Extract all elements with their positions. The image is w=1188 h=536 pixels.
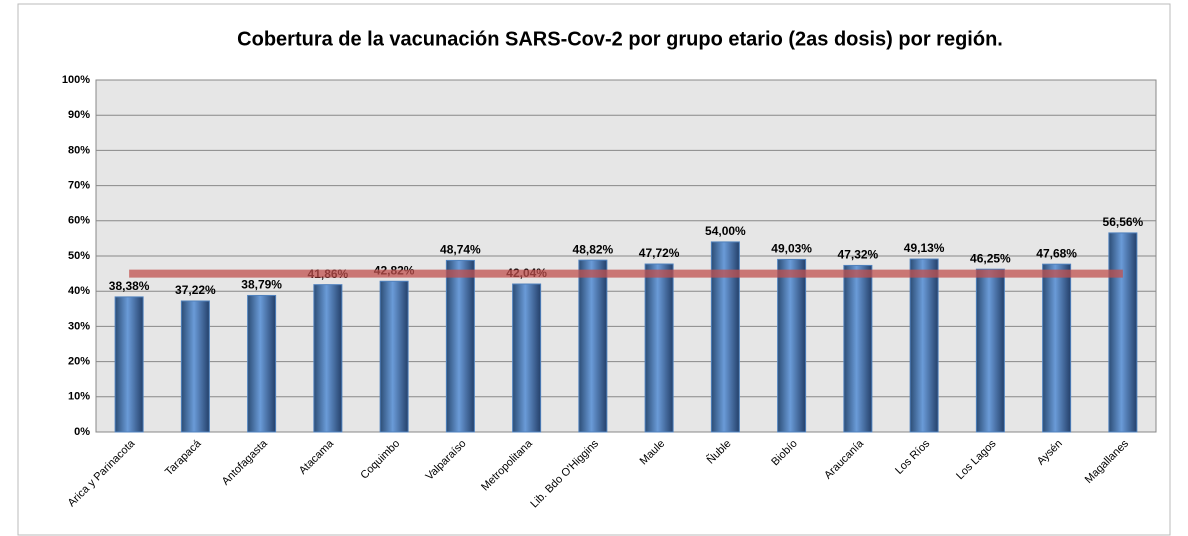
bar <box>777 258 807 433</box>
y-tick-label: 90% <box>68 109 90 121</box>
y-tick-label: 30% <box>68 320 90 332</box>
value-label: 47,68% <box>1036 246 1077 260</box>
y-tick-label: 80% <box>68 144 90 156</box>
bar <box>247 294 277 433</box>
bar <box>114 296 144 433</box>
bar <box>1108 232 1138 433</box>
chart-title: Cobertura de la vacunación SARS-Cov-2 po… <box>237 28 1003 50</box>
bar <box>578 259 608 433</box>
bar <box>445 259 475 433</box>
value-label: 56,56% <box>1103 215 1144 229</box>
y-tick-label: 70% <box>68 180 90 192</box>
value-label: 38,79% <box>241 278 282 292</box>
value-label: 46,25% <box>970 251 1011 265</box>
bar <box>909 258 939 433</box>
value-label: 49,13% <box>904 241 945 255</box>
bar <box>644 263 674 433</box>
bar <box>843 264 873 433</box>
value-label: 38,38% <box>109 279 150 293</box>
bar <box>180 300 210 433</box>
bar <box>975 268 1005 433</box>
y-tick-label: 50% <box>68 250 90 262</box>
y-tick-label: 100% <box>62 74 90 86</box>
y-tick-label: 10% <box>68 391 90 403</box>
bar <box>512 283 542 433</box>
value-label: 47,32% <box>838 248 879 262</box>
value-label: 48,74% <box>440 243 481 257</box>
y-tick-label: 40% <box>68 285 90 297</box>
y-tick-label: 60% <box>68 215 90 227</box>
y-tick-label: 0% <box>74 426 90 438</box>
bar <box>1042 263 1072 433</box>
value-label: 54,00% <box>705 224 746 238</box>
value-label: 49,03% <box>771 242 812 256</box>
value-label: 37,22% <box>175 283 216 297</box>
bar <box>379 280 409 433</box>
value-label: 48,82% <box>573 242 614 256</box>
value-label: 47,72% <box>639 246 680 260</box>
y-tick-label: 20% <box>68 356 90 368</box>
bar <box>313 284 343 433</box>
